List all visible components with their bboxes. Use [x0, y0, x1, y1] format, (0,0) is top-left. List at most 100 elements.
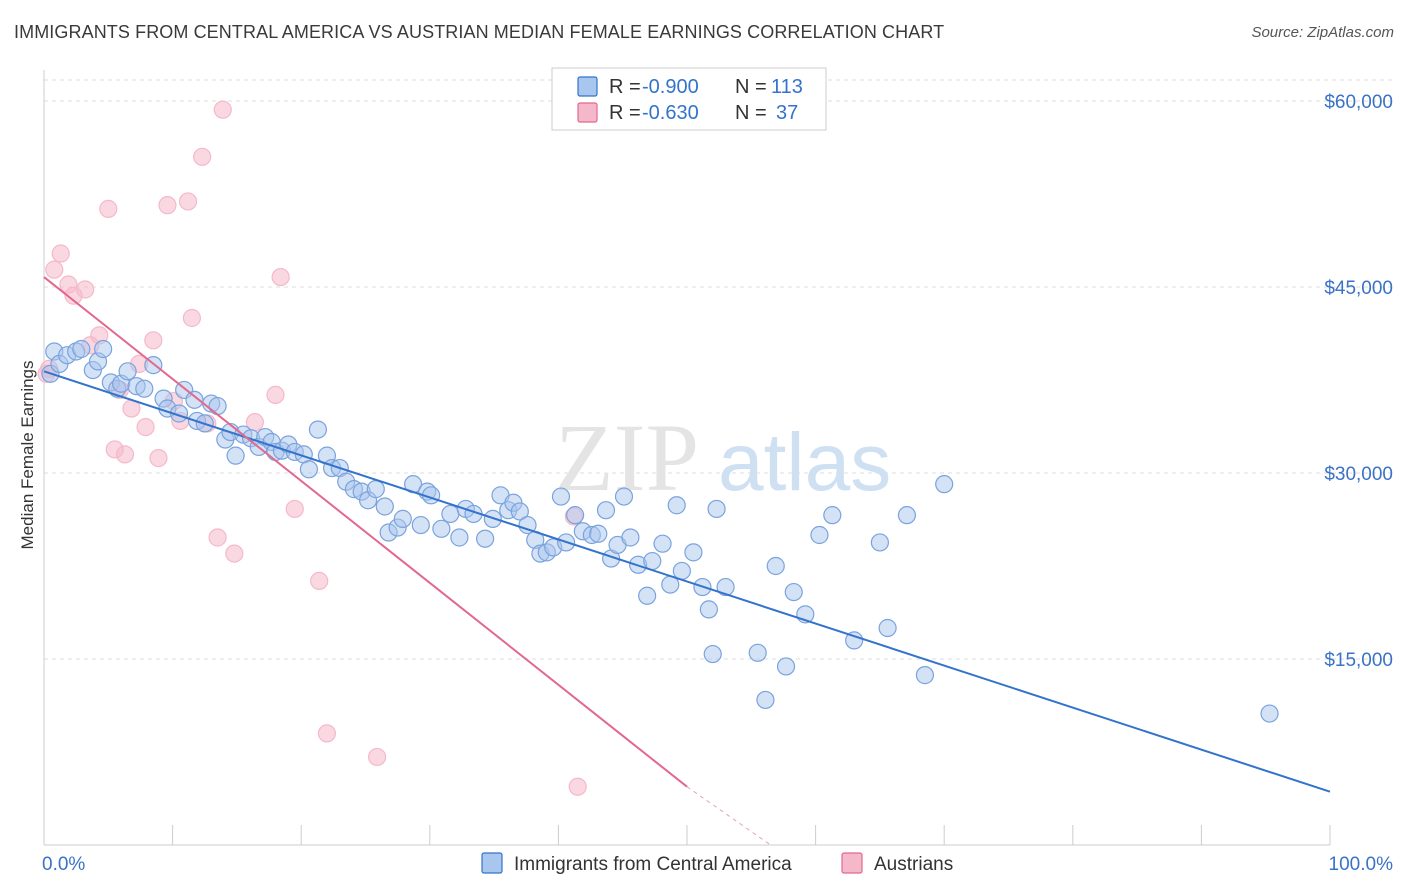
point-austrians-35 — [568, 777, 587, 796]
axes — [43, 70, 1331, 846]
series-austrians-points — [37, 100, 587, 796]
point-austrians-30 — [285, 499, 304, 519]
point-central-america-105 — [870, 533, 890, 552]
point-central-america-86 — [653, 534, 672, 553]
point-central-america-27 — [226, 446, 245, 465]
legend-r-value-pink: -0.630 — [642, 102, 699, 124]
point-central-america-85 — [643, 551, 662, 571]
point-central-america-24 — [208, 396, 227, 416]
point-austrians-21 — [182, 308, 201, 328]
point-central-america-82 — [621, 528, 640, 547]
y-tick-label-0: $15,000 — [1324, 650, 1393, 671]
point-central-america-57 — [441, 504, 460, 524]
point-central-america-108 — [915, 666, 935, 685]
point-central-america-84 — [638, 586, 657, 605]
y-tick-labels: $15,000 $30,000 $45,000 $60,000 — [1324, 92, 1393, 671]
point-central-america-94 — [716, 577, 735, 597]
x-tick-labels: 0.0% 100.0% — [42, 854, 1393, 875]
trend-line-central-america — [43, 370, 1331, 793]
point-central-america-58 — [450, 528, 469, 547]
point-austrians-22 — [193, 147, 212, 166]
watermark-atlas: atlas — [718, 417, 891, 508]
point-central-america-51 — [393, 509, 412, 528]
point-central-america-53 — [411, 515, 430, 535]
point-austrians-15 — [144, 331, 163, 350]
point-central-america-99 — [776, 657, 796, 676]
point-central-america-66 — [510, 502, 529, 521]
point-central-america-95 — [703, 644, 722, 664]
point-central-america-74 — [566, 506, 585, 525]
legend-n-label-pink: N = — [735, 102, 767, 124]
legend-bottom-swatch-pink — [841, 852, 863, 874]
point-central-america-8 — [94, 339, 113, 359]
trend-line-austrians-extension — [686, 786, 771, 846]
legend-bottom-swatch-blue — [481, 852, 503, 874]
y-tick-label-2: $45,000 — [1324, 278, 1393, 299]
point-austrians-5 — [76, 280, 95, 299]
point-austrians-14 — [136, 418, 155, 437]
point-central-america-109 — [935, 475, 954, 494]
point-central-america-100 — [784, 582, 803, 602]
legend-n-label-blue: N = — [735, 76, 767, 98]
point-central-america-88 — [667, 496, 686, 515]
source-label: Source: ZipAtlas.com — [1251, 24, 1394, 41]
point-central-america-102 — [810, 525, 829, 545]
y-tick-label-1: $30,000 — [1324, 464, 1393, 485]
x-tick-label-0: 0.0% — [42, 854, 85, 875]
point-austrians-8 — [99, 199, 118, 218]
point-austrians-32 — [317, 724, 337, 743]
legend-swatch-blue — [577, 76, 598, 97]
point-central-america-67 — [518, 515, 537, 535]
legend-box — [551, 67, 827, 131]
point-central-america-106 — [878, 618, 897, 638]
point-central-america-110 — [1260, 704, 1279, 723]
point-austrians-31 — [310, 571, 329, 590]
legend-n-value-pink: 37 — [776, 102, 798, 124]
series-central-america-points — [41, 339, 1279, 723]
point-central-america-48 — [375, 497, 394, 516]
point-central-america-97 — [756, 690, 775, 710]
point-central-america-81 — [614, 487, 634, 506]
point-central-america-103 — [823, 506, 842, 525]
point-central-america-90 — [684, 543, 703, 562]
point-central-america-104 — [845, 631, 864, 650]
legend-r-label-pink: R = — [609, 102, 641, 124]
point-central-america-61 — [475, 529, 495, 548]
point-central-america-12 — [118, 362, 137, 381]
point-central-america-93 — [707, 499, 726, 519]
point-austrians-25 — [213, 100, 232, 119]
point-austrians-1 — [45, 260, 64, 279]
point-austrians-11 — [115, 445, 135, 464]
point-central-america-107 — [897, 506, 917, 525]
point-austrians-16 — [149, 449, 168, 468]
grid-lines — [44, 79, 1392, 660]
point-central-america-39 — [308, 420, 328, 439]
point-austrians-2 — [51, 244, 70, 263]
point-austrians-29 — [271, 267, 290, 287]
point-central-america-96 — [748, 643, 767, 662]
point-central-america-47 — [366, 480, 385, 499]
legend-series: Immigrants from Central America Austrian… — [481, 852, 953, 875]
watermark: ZIP atlas — [555, 404, 891, 511]
point-central-america-92 — [699, 600, 718, 619]
legend-r-label-blue: R = — [609, 76, 641, 98]
legend-bottom-label-pink: Austrians — [874, 854, 953, 875]
point-austrians-33 — [367, 747, 387, 767]
point-central-america-98 — [766, 556, 785, 576]
point-central-america-38 — [299, 460, 319, 479]
point-central-america-56 — [432, 519, 451, 538]
point-austrians-24 — [208, 528, 227, 547]
point-austrians-20 — [178, 192, 198, 211]
point-central-america-72 — [551, 487, 571, 506]
point-austrians-26 — [225, 544, 244, 563]
legend-swatch-pink — [577, 102, 598, 123]
legend-r-value-blue: -0.900 — [642, 76, 699, 98]
point-central-america-78 — [596, 501, 616, 520]
point-austrians-28 — [266, 385, 285, 404]
trend-line-austrians — [43, 276, 688, 788]
legend-stats: R = -0.900 N = 113 R = -0.630 N = 37 — [551, 67, 827, 131]
legend-bottom-label-blue: Immigrants from Central America — [514, 854, 792, 875]
y-tick-label-3: $60,000 — [1324, 92, 1393, 113]
point-central-america-77 — [589, 524, 608, 543]
